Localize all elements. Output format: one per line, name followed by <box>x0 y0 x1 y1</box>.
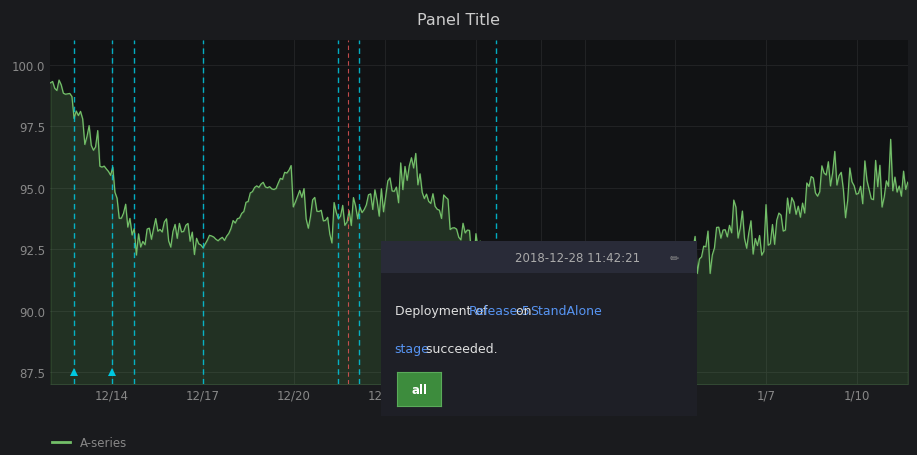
Text: succeeded.: succeeded. <box>422 342 497 355</box>
Text: StandAlone: StandAlone <box>531 304 602 318</box>
Text: all: all <box>411 383 427 396</box>
Text: stage: stage <box>395 342 430 355</box>
Text: Deployment of: Deployment of <box>395 304 492 318</box>
Text: 2018-12-28 11:42:21: 2018-12-28 11:42:21 <box>514 252 640 265</box>
Text: on: on <box>513 304 536 318</box>
Legend: A-series: A-series <box>48 432 132 454</box>
Text: ✏: ✏ <box>670 253 679 263</box>
Text: Panel Title: Panel Title <box>417 13 500 28</box>
Text: Release-5: Release-5 <box>469 304 530 318</box>
